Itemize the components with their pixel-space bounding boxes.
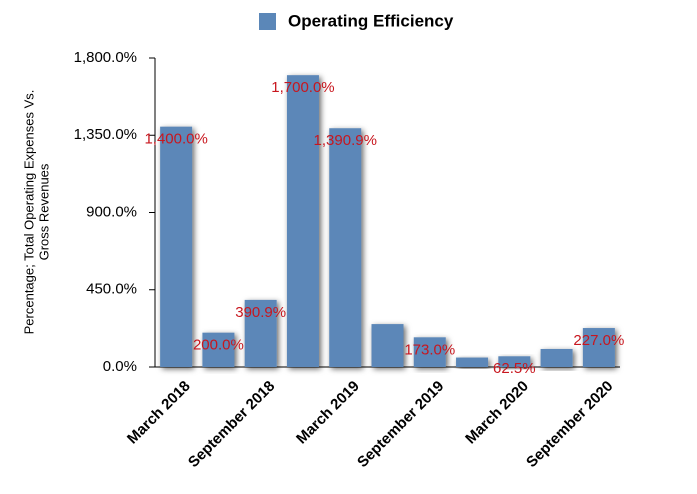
bar [371, 324, 404, 367]
y-axis-label: Percentage; Total Operating Expenses Vs. [21, 90, 36, 335]
x-tick-label: September 2018 [185, 378, 278, 471]
data-label: 1,390.9% [314, 132, 377, 149]
legend-swatch [259, 13, 276, 30]
data-label: 62.5% [493, 360, 536, 377]
data-label: 1,700.0% [271, 79, 334, 96]
data-label: 390.9% [235, 304, 286, 321]
y-tick-label: 1,350.0% [74, 126, 137, 143]
y-tick-label: 900.0% [86, 203, 137, 220]
bar [582, 328, 615, 367]
data-label: 200.0% [193, 337, 244, 354]
bar [498, 356, 531, 367]
bar [413, 337, 446, 367]
bar [329, 128, 362, 367]
y-tick-label: 450.0% [86, 281, 137, 298]
data-label: 227.0% [573, 332, 624, 349]
y-tick-label: 1,800.0% [74, 49, 137, 66]
bar [244, 299, 277, 367]
bar [286, 75, 319, 368]
x-tick-label: March 2018 [124, 378, 194, 448]
data-label: 1,400.0% [144, 131, 207, 148]
x-tick-label: September 2020 [523, 378, 616, 471]
y-axis-label: Gross Revenues [36, 163, 51, 260]
x-tick-label: September 2019 [354, 378, 447, 471]
x-tick-label: March 2020 [462, 378, 532, 448]
bar [160, 126, 193, 368]
legend-label: Operating Efficiency [288, 11, 454, 30]
x-tick-label: March 2019 [293, 378, 363, 448]
y-tick-label: 0.0% [103, 358, 137, 375]
bar [456, 357, 489, 367]
bar [202, 332, 235, 367]
bar [540, 348, 573, 367]
data-label: 173.0% [404, 341, 455, 358]
